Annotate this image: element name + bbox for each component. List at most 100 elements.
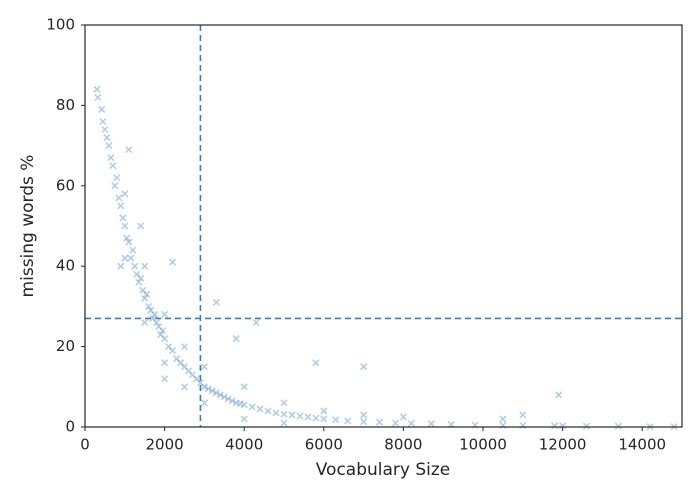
point — [200, 399, 208, 407]
point — [147, 306, 155, 314]
point — [296, 412, 304, 420]
x-tick-label: 14000 — [618, 436, 666, 454]
point — [499, 415, 507, 423]
point — [94, 93, 102, 101]
x-tick-label: 4000 — [225, 436, 263, 454]
point — [155, 322, 163, 331]
point — [280, 419, 288, 427]
point — [320, 407, 328, 415]
x-tick-label: 0 — [80, 436, 90, 454]
point — [180, 363, 189, 371]
point — [427, 420, 435, 428]
point — [248, 403, 256, 411]
point — [614, 422, 622, 430]
point — [391, 419, 399, 427]
point — [176, 359, 185, 367]
point — [184, 367, 193, 375]
point — [180, 343, 189, 351]
point — [98, 105, 106, 113]
point — [312, 414, 320, 422]
point — [137, 274, 145, 282]
y-tick-label: 80 — [56, 96, 75, 114]
point — [121, 254, 129, 262]
point — [137, 222, 145, 230]
point — [344, 417, 352, 425]
point — [196, 379, 204, 387]
point — [204, 385, 212, 393]
plot-frame — [84, 24, 683, 428]
point — [153, 318, 161, 327]
point — [151, 310, 159, 318]
point — [117, 202, 125, 210]
point — [519, 411, 527, 419]
point — [280, 399, 288, 407]
point — [105, 142, 113, 150]
point — [161, 375, 169, 383]
point — [188, 371, 196, 379]
x-axis-label: Vocabulary Size — [316, 460, 451, 480]
point — [121, 222, 129, 230]
point — [119, 214, 127, 222]
point — [236, 400, 244, 408]
x-tick-label: 12000 — [539, 436, 587, 454]
point — [264, 407, 272, 415]
point — [216, 391, 224, 399]
point — [288, 411, 296, 419]
y-axis-label: missing words % — [18, 155, 38, 298]
x-tick-label: 8000 — [384, 436, 422, 454]
point — [141, 318, 149, 327]
point — [113, 174, 121, 182]
point — [123, 234, 131, 242]
point — [192, 375, 200, 383]
point — [111, 182, 119, 190]
point — [240, 383, 248, 391]
point — [232, 399, 240, 407]
point — [360, 363, 368, 371]
point — [407, 419, 415, 427]
point — [169, 258, 177, 266]
point — [161, 310, 169, 318]
point — [228, 397, 236, 405]
y-tick-label: 60 — [56, 176, 75, 194]
point — [200, 383, 208, 391]
point — [157, 331, 165, 339]
x-tick-label: 6000 — [305, 436, 343, 454]
y-tick-label: 40 — [56, 257, 75, 275]
y-tick-label: 20 — [56, 337, 75, 355]
point — [180, 383, 189, 391]
point — [133, 270, 141, 278]
point — [145, 302, 153, 310]
point — [131, 262, 139, 270]
point — [272, 409, 280, 417]
point — [555, 391, 563, 399]
point — [304, 413, 312, 421]
x-tick-label: 10000 — [459, 436, 507, 454]
point — [169, 347, 177, 355]
point — [129, 246, 137, 254]
point — [143, 290, 151, 298]
point — [375, 418, 384, 426]
point — [141, 294, 149, 302]
point — [125, 238, 133, 246]
point — [149, 314, 157, 322]
point — [141, 262, 149, 270]
point — [224, 395, 232, 403]
point — [360, 411, 368, 419]
point — [121, 190, 129, 198]
point — [360, 418, 368, 426]
point — [252, 318, 260, 327]
point — [101, 125, 109, 134]
point — [109, 162, 117, 170]
point — [208, 387, 216, 395]
point — [173, 355, 181, 363]
y-tick-label: 0 — [65, 418, 75, 436]
point — [212, 298, 220, 306]
point — [127, 254, 135, 262]
point — [312, 359, 320, 367]
point — [220, 393, 228, 401]
point — [117, 262, 125, 270]
point — [135, 278, 143, 286]
point — [125, 146, 133, 154]
point — [582, 422, 591, 430]
